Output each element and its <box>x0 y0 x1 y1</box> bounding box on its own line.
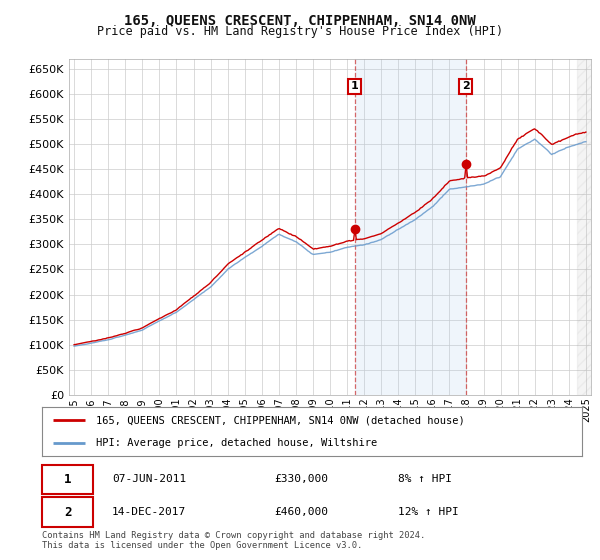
Text: £460,000: £460,000 <box>274 507 328 517</box>
Text: 165, QUEENS CRESCENT, CHIPPENHAM, SN14 0NW (detached house): 165, QUEENS CRESCENT, CHIPPENHAM, SN14 0… <box>96 416 465 426</box>
Text: HPI: Average price, detached house, Wiltshire: HPI: Average price, detached house, Wilt… <box>96 438 377 448</box>
Text: 12% ↑ HPI: 12% ↑ HPI <box>398 507 459 517</box>
Text: 07-JUN-2011: 07-JUN-2011 <box>112 474 187 484</box>
Text: 2: 2 <box>64 506 71 519</box>
Text: £330,000: £330,000 <box>274 474 328 484</box>
Text: 14-DEC-2017: 14-DEC-2017 <box>112 507 187 517</box>
FancyBboxPatch shape <box>42 465 94 494</box>
FancyBboxPatch shape <box>42 497 94 527</box>
Text: 2: 2 <box>462 81 469 91</box>
Text: Contains HM Land Registry data © Crown copyright and database right 2024.
This d: Contains HM Land Registry data © Crown c… <box>42 531 425 550</box>
Text: Price paid vs. HM Land Registry's House Price Index (HPI): Price paid vs. HM Land Registry's House … <box>97 25 503 38</box>
Bar <box>577 59 599 395</box>
Text: 165, QUEENS CRESCENT, CHIPPENHAM, SN14 0NW: 165, QUEENS CRESCENT, CHIPPENHAM, SN14 0… <box>124 14 476 28</box>
Text: 1: 1 <box>350 81 358 91</box>
Bar <box>355 59 466 395</box>
Text: 8% ↑ HPI: 8% ↑ HPI <box>398 474 452 484</box>
Text: 1: 1 <box>64 473 71 486</box>
